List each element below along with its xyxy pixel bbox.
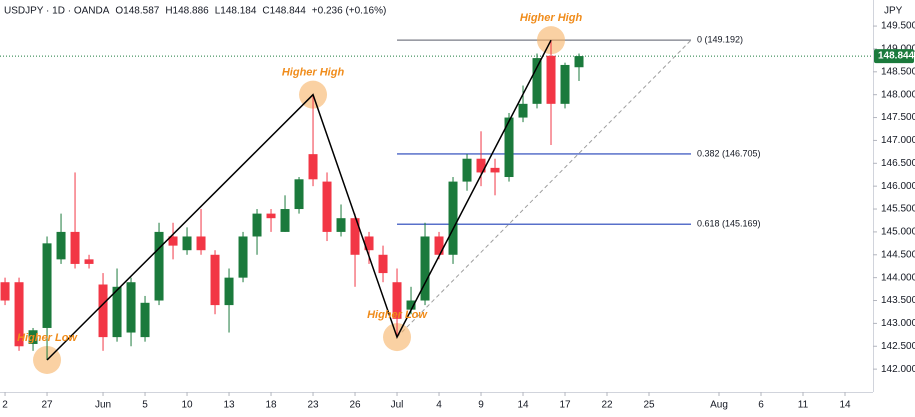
last-price-box [874, 49, 914, 64]
header-open: O148.587 [115, 6, 159, 17]
x-tick-label: 4 [436, 400, 442, 411]
header-high: H148.886 [165, 6, 209, 17]
candle-body [476, 158, 486, 173]
y-tick-label: 144.000 [881, 272, 915, 283]
y-tick-label: 146.500 [881, 158, 915, 169]
y-tick-label: 147.000 [881, 135, 915, 146]
candle-body [238, 236, 248, 278]
candle-body [280, 209, 290, 232]
y-tick-label: 147.500 [881, 112, 915, 123]
x-tick-label: 9 [478, 400, 484, 411]
header-change: +0.236 (+0.16%) [312, 6, 387, 17]
candle-body [168, 236, 178, 246]
candle-body [266, 213, 276, 219]
header-close: C148.844 [262, 6, 306, 17]
candle-body [322, 181, 332, 232]
x-tick-label: 22 [601, 400, 613, 411]
annotation: Higher High [520, 12, 583, 24]
candle-body [448, 181, 458, 255]
candle-body [392, 282, 402, 319]
x-tick-label: Aug [710, 400, 728, 411]
candle-body [294, 179, 304, 210]
x-tick-label: 13 [223, 400, 235, 411]
candle-body [126, 282, 136, 333]
candle-body [336, 218, 346, 232]
x-tick-label: 5 [142, 400, 148, 411]
candle-body [420, 236, 430, 301]
x-tick-label: 6 [758, 400, 764, 411]
candle-body [42, 243, 52, 328]
currency: JPY [884, 6, 903, 17]
candle-body [98, 284, 108, 338]
candle-body [70, 231, 80, 264]
x-tick-label: 2 [2, 400, 8, 411]
x-tick-label: 23 [307, 400, 319, 411]
candle-body [364, 236, 374, 251]
swing-line [46, 39, 552, 361]
y-tick-label: 146.000 [881, 181, 915, 192]
candle-body [560, 64, 570, 104]
candle-body [504, 117, 514, 178]
candle-body [84, 259, 94, 264]
candle-body [490, 167, 500, 173]
candle-body [532, 58, 542, 104]
x-tick-label: 27 [41, 400, 53, 411]
candle-body [182, 236, 192, 251]
candle-body [378, 254, 388, 274]
annotation: Higher Low [17, 332, 78, 344]
header-symbol: USDJPY · 1D · OANDA [4, 6, 110, 17]
y-tick-label: 144.500 [881, 249, 915, 260]
x-tick-label: 17 [559, 400, 571, 411]
last-price-label: 148.844 [878, 51, 915, 62]
candle-body [308, 154, 318, 180]
annotation: Higher High [282, 67, 345, 79]
candle-body [28, 330, 38, 344]
y-tick-label: 142.000 [881, 364, 915, 375]
y-tick-label: 145.500 [881, 204, 915, 215]
candle-body [140, 302, 150, 338]
y-tick-label: 142.500 [881, 341, 915, 352]
y-tick-label: 149.500 [881, 21, 915, 32]
candle-body [252, 213, 262, 237]
candle-body [210, 254, 220, 306]
header-low: L148.184 [215, 6, 257, 17]
candle-body [56, 231, 66, 260]
x-tick-label: 14 [517, 400, 529, 411]
candle-body [196, 236, 206, 251]
y-tick-label: 143.500 [881, 295, 915, 306]
candle-body [546, 55, 556, 104]
candle-body [350, 218, 360, 255]
candle-body [112, 286, 122, 338]
candle-body [434, 236, 444, 255]
fib-label: 0 (149.192) [697, 35, 743, 45]
x-tick-label: 10 [181, 400, 193, 411]
fib-label: 0.382 (146.705) [697, 148, 761, 158]
candle-body [462, 158, 472, 182]
x-tick-label: 11 [798, 400, 809, 411]
candle-body [574, 56, 584, 68]
candle-body [14, 282, 24, 347]
candle-body [0, 282, 10, 301]
x-tick-label: 26 [349, 400, 361, 411]
y-tick-label: 148.000 [881, 89, 915, 100]
candle-body [224, 277, 234, 306]
x-tick-label: Jun [95, 400, 111, 411]
candle-body [406, 300, 416, 310]
annotation: Higher Low [367, 309, 428, 321]
candle-body [154, 231, 164, 301]
fib-label: 0.618 (145.169) [697, 219, 761, 229]
y-tick-label: 145.000 [881, 227, 915, 238]
candle-body [518, 103, 528, 118]
y-tick-label: 148.500 [881, 66, 915, 77]
x-tick-label: Jul [391, 400, 404, 411]
x-tick-label: 18 [265, 400, 277, 411]
x-tick-label: 25 [643, 400, 655, 411]
x-tick-label: 14 [839, 400, 851, 411]
y-tick-label: 143.000 [881, 318, 915, 329]
